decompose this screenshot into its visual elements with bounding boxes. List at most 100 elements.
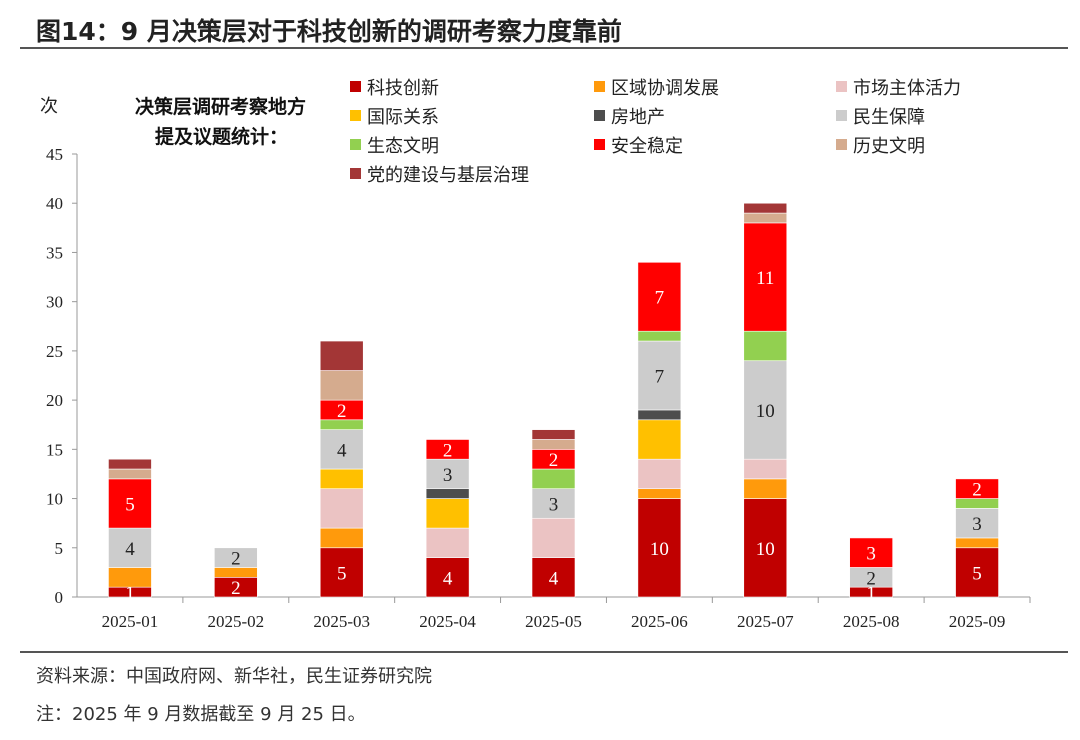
data-label: 2 [231, 578, 241, 599]
bar-segment [319, 429, 364, 470]
y-tick-label: 40 [46, 194, 63, 213]
bar-segment [743, 458, 788, 480]
data-label: 2 [549, 450, 559, 471]
legend-swatch [350, 139, 361, 150]
data-label: 5 [972, 563, 982, 584]
legend-item: 民生保障 [836, 107, 925, 128]
bar-segment [637, 330, 682, 342]
bar-segment [108, 458, 152, 470]
data-label: 10 [756, 539, 775, 560]
legend-item: 科技创新 [350, 78, 439, 99]
bar-segment [637, 340, 682, 411]
legend-label: 历史文明 [853, 136, 925, 157]
x-tick-label: 2025-06 [631, 612, 688, 631]
data-label: 5 [125, 494, 135, 515]
y-tick-label: 25 [46, 342, 63, 361]
legend-label: 国际关系 [367, 107, 439, 128]
data-label: 7 [655, 288, 665, 309]
bar-segment [955, 478, 999, 499]
bar-segment [425, 458, 470, 490]
y-tick-label: 10 [46, 490, 63, 509]
data-label: 4 [443, 568, 453, 589]
bar-segment [743, 498, 788, 598]
bar-segment [425, 498, 470, 529]
data-label: 5 [337, 563, 347, 584]
legend-item: 市场主体活力 [836, 78, 961, 99]
data-label: 3 [972, 514, 982, 535]
y-tick-label: 45 [46, 145, 63, 164]
bar-segment [531, 488, 576, 519]
legend-item: 安全稳定 [594, 136, 683, 157]
data-label: 1 [125, 583, 135, 604]
bar-segment [637, 498, 682, 598]
legend-label: 市场主体活力 [853, 78, 961, 99]
bar-segment [319, 340, 364, 371]
bar-segment [425, 488, 470, 499]
bar-segment [637, 409, 682, 421]
y-tick-label: 30 [46, 293, 63, 312]
legend-item: 历史文明 [836, 136, 925, 157]
y-tick-label: 20 [46, 391, 63, 410]
x-tick-label: 2025-03 [313, 612, 370, 631]
legend-swatch [594, 139, 605, 150]
x-tick-label: 2025-02 [207, 612, 264, 631]
bar-segment [637, 488, 682, 499]
bar-segment [425, 527, 470, 558]
bar-segment [637, 419, 682, 460]
x-tick-label: 2025-07 [737, 612, 794, 631]
legend-item: 区域协调发展 [594, 78, 719, 99]
bar-segment [425, 439, 470, 460]
x-tick-label: 2025-09 [949, 612, 1006, 631]
legend-label: 区域协调发展 [611, 78, 719, 99]
bar-segment [743, 478, 788, 499]
data-label: 3 [549, 494, 559, 515]
x-tick-label: 2025-05 [525, 612, 582, 631]
data-label: 4 [337, 440, 347, 461]
bar-segment [743, 202, 788, 214]
data-label: 2 [972, 480, 982, 501]
bar-segment [849, 537, 893, 568]
legend-swatch [594, 110, 605, 121]
legend-item: 房地产 [594, 107, 665, 128]
data-label: 4 [549, 568, 559, 589]
bar-segment [531, 517, 576, 558]
bar-segment [108, 478, 152, 529]
x-tick-label: 2025-04 [419, 612, 476, 631]
bar-segment [214, 547, 258, 568]
bar-segment [637, 458, 682, 490]
bar-segment [108, 527, 152, 568]
bar-segment [531, 557, 576, 598]
data-label: 1 [866, 583, 876, 604]
bar-segment [319, 488, 364, 529]
chart-title-line2: 提及议题统计： [155, 125, 288, 148]
legend-item: 生态文明 [350, 136, 439, 157]
data-label: 2 [443, 440, 453, 461]
legend-item: 国际关系 [350, 107, 439, 128]
data-label: 2 [866, 568, 876, 589]
data-label: 3 [866, 544, 876, 565]
bar-segment [955, 547, 999, 598]
legend-label: 民生保障 [853, 107, 925, 128]
legend-swatch [594, 81, 605, 92]
bar-segment [108, 468, 152, 480]
legend-label: 房地产 [611, 107, 665, 128]
legend-label: 安全稳定 [611, 136, 683, 157]
source-note: 资料来源：中国政府网、新华社，民生证券研究院 [36, 666, 432, 687]
page-title: 图14：9 月决策层对于科技创新的调研考察力度靠前 [36, 17, 622, 46]
legend-label: 生态文明 [367, 136, 439, 157]
legend-swatch [350, 81, 361, 92]
chart-title-line1: 决策层调研考察地方 [135, 95, 306, 118]
bar-segment [955, 537, 999, 549]
bar-segment [637, 261, 682, 332]
legend-swatch [836, 110, 847, 121]
x-tick-label: 2025-08 [843, 612, 900, 631]
y-tick-label: 15 [46, 440, 63, 459]
bar-segment [425, 557, 470, 598]
y-tick-label: 5 [55, 539, 64, 558]
bar-segment [743, 212, 788, 224]
bar-segment [531, 439, 576, 450]
